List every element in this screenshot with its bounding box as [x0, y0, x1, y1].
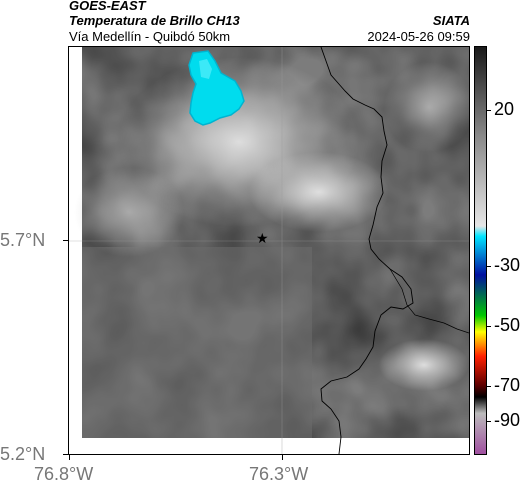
cloud-band-east: [384, 62, 469, 152]
timestamp: 2024-05-26 09:59: [367, 29, 470, 44]
colorbar-tick-minus70: [487, 386, 491, 387]
y-axis-label-5.2: 5.2°N: [0, 444, 46, 464]
y-tick-5.7: [63, 240, 68, 241]
region-subtitle: Vía Medellín - Quibdó 50km: [69, 29, 231, 44]
cloud-cell-southeast: [379, 339, 469, 391]
colorbar-label-minus70: -70: [494, 375, 521, 395]
x-axis-label-76.8: 76.8°W: [34, 464, 94, 484]
product-title: Temperatura de Brillo CH13: [69, 13, 240, 28]
satellite-name: GOES-EAST: [69, 0, 146, 13]
cloud-band-center: [249, 152, 389, 232]
cloud-band-west: [74, 167, 184, 257]
x-tick-76.8: [69, 455, 70, 460]
agency-label: SIATA: [432, 13, 470, 28]
brightness-temperature-map: [69, 47, 469, 454]
x-tick-76.3: [282, 455, 283, 460]
department-border: [320, 47, 414, 454]
colorbar-tick-minus90: [487, 421, 491, 422]
municipal-border: [389, 268, 469, 334]
colorbar-tick-minus50: [487, 326, 491, 327]
map-panel[interactable]: [68, 46, 470, 455]
y-axis-label-5.7: 5.7°N: [0, 230, 46, 250]
colorbar-label-minus30: -30: [494, 255, 521, 275]
star-icon[interactable]: ★: [256, 230, 269, 246]
colorbar-label-minus50: -50: [494, 315, 521, 335]
colorbar-label-20: 20: [494, 99, 515, 119]
colorbar-tick-20: [487, 110, 491, 111]
y-tick-5.2: [63, 454, 68, 455]
colorbar-label-minus90: -90: [494, 410, 521, 430]
colorbar-tick-minus30: [487, 266, 491, 267]
warm-area: [82, 247, 312, 438]
colorbar: [474, 46, 487, 455]
cold-cloud-core: [199, 59, 212, 79]
x-axis-label-76.3: 76.3°W: [249, 464, 309, 484]
